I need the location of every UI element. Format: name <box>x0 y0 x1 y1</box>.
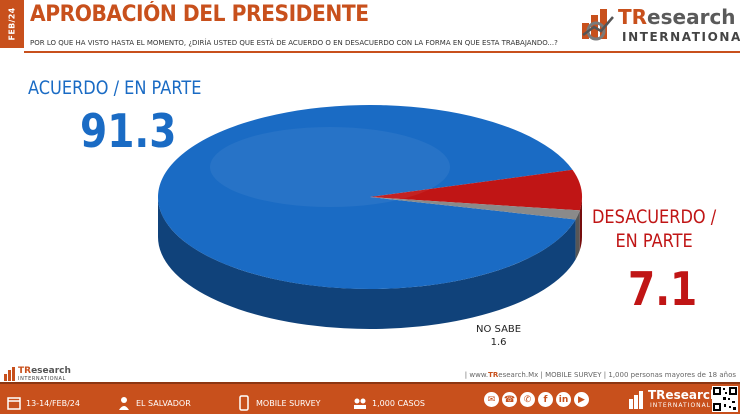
footer-logo: TResearch INTERNATIONAL <box>628 388 719 412</box>
footer-location-text: EL SALVADOR <box>136 398 191 408</box>
whatsapp-icon[interactable]: ✆ <box>520 392 535 407</box>
linkedin-icon[interactable]: in <box>556 392 571 407</box>
pie-side-desacuerdo <box>579 197 582 251</box>
group-icon <box>354 398 366 409</box>
youtube-icon[interactable]: ▶ <box>574 392 589 407</box>
logo-subtitle: INTERNATIONAL <box>622 30 740 44</box>
footer-cases-text: 1,000 CASOS <box>372 398 425 408</box>
nosabe-value: 1.6 <box>490 337 507 348</box>
phone-icon <box>239 395 249 411</box>
facebook-icon[interactable]: f <box>538 392 553 407</box>
footnote: | www.TResearch.Mx | MOBILE SURVEY | 1,0… <box>464 371 736 379</box>
footer-location: EL SALVADOR <box>116 395 191 411</box>
nosabe-label: NO SABE 1.6 <box>476 323 521 349</box>
footer-logo-sub: INTERNATIONAL <box>650 402 712 409</box>
small-logo-icon <box>4 367 15 381</box>
footer-cases: 1,000 CASOS <box>352 395 425 411</box>
survey-question: POR LO QUE HA VISTO HASTA EL MOMENTO, ¿D… <box>30 39 558 47</box>
page-title: APROBACIÓN DEL PRESIDENTE <box>30 2 369 27</box>
pie-slice-desacuerdo <box>370 169 582 211</box>
footer-logo-icon <box>629 391 643 409</box>
desacuerdo-label-line2: EN PARTE <box>615 230 693 252</box>
desacuerdo-value: 7.1 <box>628 262 698 316</box>
small-logo-sub: INTERNATIONAL <box>18 376 66 382</box>
pie-slice-nosabe <box>370 197 580 220</box>
period-tab: FEB/24 <box>0 0 24 48</box>
footer-method: MOBILE SURVEY <box>236 395 321 411</box>
acuerdo-label: ACUERDO / EN PARTE <box>28 77 202 99</box>
footer-date-text: 13-14/FEB/24 <box>26 398 80 408</box>
tresearch-logo-icon <box>582 9 614 41</box>
footer-logo-brand: TResearch <box>648 388 719 402</box>
pie-highlight <box>210 127 450 207</box>
small-tresearch-logo: TResearch INTERNATIONAL <box>4 366 74 384</box>
nosabe-label-text: NO SABE <box>476 324 522 335</box>
phone-call-icon[interactable]: ☎ <box>502 392 517 407</box>
desacuerdo-label-line1: DESACUERDO / <box>592 206 717 228</box>
pie-side-acuerdo <box>158 197 576 330</box>
header-divider <box>24 51 740 53</box>
footer-bar: 13-14/FEB/24 EL SALVADOR MOBILE SURVEY 1… <box>0 382 740 414</box>
pie-slice-acuerdo <box>158 105 576 289</box>
qr-code <box>712 386 738 412</box>
social-links: ✉ ☎ ✆ f in ▶ <box>484 392 589 407</box>
small-logo-brand: TResearch <box>18 366 71 376</box>
email-icon[interactable]: ✉ <box>484 392 499 407</box>
footer-method-text: MOBILE SURVEY <box>256 398 321 408</box>
acuerdo-value: 91.3 <box>80 104 177 158</box>
logo-brand-text: TResearch <box>618 5 736 29</box>
calendar-icon <box>7 397 21 410</box>
person-icon <box>119 397 129 410</box>
pie-side-nosabe <box>575 210 580 260</box>
desacuerdo-label: DESACUERDO / EN PARTE <box>592 205 716 253</box>
tresearch-logo: TResearch INTERNATIONAL <box>580 5 740 47</box>
footer-date: 13-14/FEB/24 <box>6 395 80 411</box>
